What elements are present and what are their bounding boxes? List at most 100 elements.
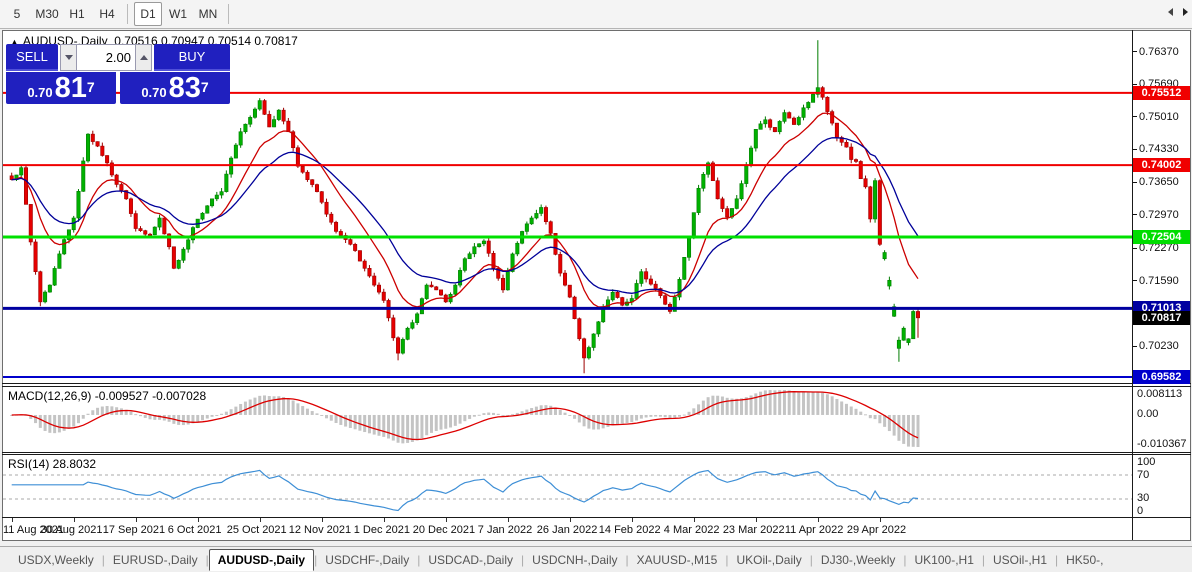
volume-decrease-button[interactable] [60, 44, 77, 71]
tab-separator: | [521, 552, 525, 567]
macd-histogram [10, 390, 920, 447]
macd-signal-line [11, 391, 919, 441]
chart-tab-eurusd-daily[interactable]: EURUSD-,Daily [112, 552, 198, 567]
timeframe-button-D1[interactable]: D1 [134, 2, 162, 26]
tab-separator: | [903, 552, 907, 567]
date-tick-mark [507, 518, 509, 522]
arrow-down-icon [64, 55, 73, 60]
panel-separator [2, 517, 1191, 518]
tab-scroll-right-icon[interactable] [1183, 8, 1188, 16]
date-tick-label: 25 Oct 2021 [226, 524, 287, 536]
date-tick-mark [135, 518, 137, 522]
date-tick-mark [11, 518, 13, 522]
chart-tab-dj30-weekly[interactable]: DJ30-,Weekly [820, 552, 896, 567]
chart-tab-audusd-daily[interactable]: AUDUSD-,Daily [208, 548, 315, 571]
chart-tab-usdcnh-daily[interactable]: USDCNH-,Daily [532, 552, 618, 567]
one-click-trading-widget: SELL 2.00 BUY 0.70 81 7 0.70 83 7 [6, 44, 230, 104]
timeframe-button-W1[interactable]: W1 [169, 7, 187, 21]
buy-price-button[interactable]: 0.70 83 7 [120, 72, 230, 104]
price-tick-label: 0.72970 [1133, 209, 1179, 221]
timeframe-button-M30[interactable]: M30 [35, 7, 59, 21]
date-tick-mark [693, 518, 695, 522]
date-tick-mark [631, 518, 633, 522]
timeframe-toolbar: 5 M30 H1 H4 D1 W1 MN [0, 0, 1192, 29]
date-tick-label: 6 Oct 2021 [167, 524, 222, 536]
buy-price-pip: 7 [200, 79, 209, 95]
date-tick-mark [569, 518, 571, 522]
macd-panel[interactable] [3, 387, 1132, 452]
tab-separator: | [1055, 552, 1059, 567]
date-tick-label: 11 Aug 2021 [3, 524, 64, 536]
rsi-panel[interactable] [3, 455, 1132, 517]
date-tick-label: 20 Dec 2021 [412, 524, 476, 536]
volume-value[interactable]: 2.00 [77, 44, 135, 71]
chart-tab-usoil-h1[interactable]: USOil-,H1 [993, 552, 1048, 567]
date-tick-label: 26 Jan 2022 [536, 524, 598, 536]
macd-label: MACD(12,26,9) -0.009527 -0.007028 [8, 389, 207, 403]
panel-separator [2, 454, 1191, 455]
chart-tab-usdchf-daily[interactable]: USDCHF-,Daily [325, 552, 410, 567]
chart-tab-xauusd-m15[interactable]: XAUUSD-,M15 [636, 552, 718, 567]
timeframe-button-MN[interactable]: MN [198, 7, 218, 21]
chart-tab-usdcad-daily[interactable]: USDCAD-,Daily [428, 552, 514, 567]
tab-scroll-left-icon[interactable] [1168, 8, 1173, 16]
chart-tab-usdx-weekly[interactable]: USDX,Weekly [18, 552, 94, 567]
moving-average-lines [11, 112, 919, 308]
sell-price-pip: 7 [86, 79, 95, 95]
tab-separator: | [809, 552, 813, 567]
rsi-line [11, 469, 919, 512]
panel-separator [2, 383, 1191, 384]
rsi-scale-100: 100 [1137, 456, 1156, 468]
price-tick-label: 0.76370 [1133, 46, 1179, 58]
date-tick-label: 23 Mar 2022 [722, 524, 785, 536]
date-axis: 11 Aug 2021 30 Aug 2021 17 Sep 2021 6 Oct 2… [3, 518, 1132, 540]
panel-separator [2, 386, 1191, 387]
date-tick-mark [259, 518, 261, 522]
sell-price-main: 81 [54, 72, 87, 104]
date-tick-mark [755, 518, 757, 522]
date-tick-label: 7 Jan 2022 [477, 524, 533, 536]
chart-tab-hk50-[interactable]: HK50-, [1066, 552, 1104, 567]
date-tick-label: 30 Aug 2021 [40, 524, 103, 536]
tab-scroll-controls [1168, 8, 1188, 16]
volume-increase-button[interactable] [135, 44, 152, 71]
sell-price-button[interactable]: 0.70 81 7 [6, 72, 116, 104]
date-tick-label: 4 Mar 2022 [663, 524, 720, 536]
chart-tab-uk100-h1[interactable]: UK100-,H1 [914, 552, 974, 567]
date-tick-label: 12 Nov 2021 [288, 524, 352, 536]
timeframe-button-H4[interactable]: H4 [99, 7, 115, 21]
timeframe-button-5[interactable]: 5 [13, 7, 21, 21]
toolbar-separator [127, 4, 128, 24]
macd-scale-zero: 0.00 [1137, 407, 1159, 420]
date-tick-mark [73, 518, 75, 522]
chart-tab-bar: USDX,Weekly | EURUSD-,Daily | AUDUSD-,Daily |… [0, 546, 1192, 572]
level-lines [3, 91, 1132, 379]
price-tick-label: 0.75010 [1133, 111, 1179, 123]
arrow-up-icon [139, 55, 148, 60]
price-level-badge: 0.74002 [1133, 158, 1190, 173]
panel-separator [2, 452, 1191, 453]
date-tick-label: 11 Apr 2022 [784, 524, 844, 536]
macd-scale-min: -0.010367 [1137, 438, 1187, 450]
price-tick-label: 0.70230 [1133, 340, 1179, 352]
price-tick-label: 0.71590 [1133, 275, 1179, 287]
tab-separator: | [725, 552, 729, 567]
date-tick-mark [321, 518, 323, 522]
buy-price-prefix: 0.70 [141, 85, 167, 100]
rsi-scale-30: 30 [1137, 492, 1150, 504]
tab-separator: | [101, 552, 105, 567]
buy-button[interactable]: BUY [154, 44, 230, 71]
timeframe-button-H1[interactable]: H1 [69, 7, 85, 21]
chart-tab-ukoil-daily[interactable]: UKOil-,Daily [736, 552, 802, 567]
price-tick-label: 0.73650 [1133, 176, 1179, 188]
sell-button[interactable]: SELL [6, 44, 58, 71]
date-tick-mark [383, 518, 385, 522]
tab-separator: | [625, 552, 629, 567]
price-tick-label: 0.72270 [1133, 242, 1179, 254]
rsi-level-lines [3, 474, 1132, 500]
tab-separator: | [981, 552, 985, 567]
date-tick-label: 14 Feb 2022 [598, 524, 661, 536]
price-level-badge: 0.72504 [1133, 229, 1190, 244]
date-tick-label: 17 Sep 2021 [102, 524, 166, 536]
